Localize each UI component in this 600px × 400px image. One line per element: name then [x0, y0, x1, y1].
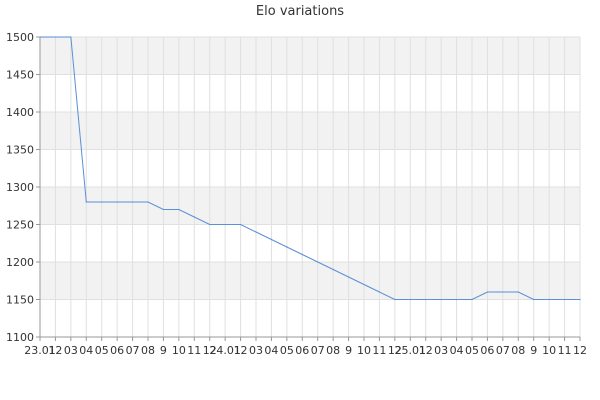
data-point [440, 298, 442, 301]
x-tick-label: 12 [48, 344, 62, 357]
x-tick-label: 05 [280, 344, 294, 357]
data-point [70, 36, 72, 38]
x-tick-label: 05 [95, 344, 109, 357]
x-tick-label: 07 [126, 344, 140, 357]
plot-band [40, 112, 580, 150]
data-point [471, 298, 473, 301]
data-point [54, 36, 57, 38]
data-point [270, 238, 273, 241]
x-tick-label: 11 [187, 344, 201, 357]
y-axis-ticks: 1100 1150 1200 1250 1300 1350 1400 1450 1500 [6, 31, 40, 344]
x-tick-label: 24.01 [209, 344, 241, 357]
plot-band [40, 187, 580, 225]
data-point [131, 201, 134, 203]
x-tick-label: 9 [345, 344, 352, 357]
data-point [486, 291, 489, 293]
data-point [224, 223, 226, 226]
x-tick-label: 12 [203, 344, 217, 357]
plot-bands [40, 37, 580, 300]
plot-band [40, 262, 580, 300]
data-point [209, 223, 211, 226]
x-tick-label: 03 [64, 344, 78, 357]
data-point [502, 291, 504, 293]
x-tick-label: 07 [496, 344, 510, 357]
data-point [255, 231, 257, 233]
x-tick-label: 03 [249, 344, 263, 357]
y-tick-label: 1300 [6, 181, 34, 194]
data-point [178, 208, 180, 211]
data-point [301, 253, 303, 256]
x-tick-label: 12 [234, 344, 248, 357]
x-tick-label: 08 [511, 344, 525, 357]
data-point [517, 291, 519, 293]
y-tick-label: 1350 [6, 144, 34, 157]
x-tick-label: 23.01 [24, 344, 56, 357]
data-point [378, 291, 381, 293]
x-tick-label: 10 [357, 344, 371, 357]
data-point [193, 216, 195, 218]
y-tick-label: 1400 [6, 106, 34, 119]
data-point [116, 201, 118, 203]
x-tick-label: 10 [542, 344, 556, 357]
data-point [394, 298, 396, 301]
x-tick-label: 9 [530, 344, 537, 357]
x-tick-label: 12 [573, 344, 587, 357]
data-point [85, 201, 87, 203]
data-point [455, 298, 458, 301]
data-point [425, 298, 427, 301]
data-point [101, 201, 103, 203]
data-point [239, 223, 242, 226]
data-point [579, 298, 581, 301]
series-layer [39, 36, 581, 301]
x-tick-label: 06 [110, 344, 124, 357]
x-tick-label: 04 [264, 344, 278, 357]
data-point [533, 298, 535, 301]
x-tick-label: 10 [172, 344, 186, 357]
data-point [162, 208, 165, 211]
y-tick-label: 1450 [6, 69, 34, 82]
x-tick-label: 03 [434, 344, 448, 357]
y-tick-label: 1150 [6, 294, 34, 307]
plot-band [40, 37, 580, 75]
x-tick-label: 25.01 [395, 344, 427, 357]
x-tick-label: 04 [79, 344, 93, 357]
x-tick-label: 06 [480, 344, 494, 357]
x-tick-label: 12 [419, 344, 433, 357]
data-point [39, 36, 41, 38]
y-tick-label: 1250 [6, 219, 34, 232]
x-tick-label: 12 [388, 344, 402, 357]
x-tick-label: 04 [450, 344, 464, 357]
x-tick-label: 08 [141, 344, 155, 357]
data-point [147, 201, 149, 203]
chart-title: Elo variations [255, 4, 345, 19]
data-point [548, 298, 550, 301]
x-tick-label: 11 [558, 344, 572, 357]
x-tick-label: 08 [326, 344, 340, 357]
data-point [563, 298, 566, 301]
series-line [40, 36, 580, 300]
x-tick-label: 11 [372, 344, 386, 357]
y-tick-label: 1100 [6, 331, 34, 344]
data-point [317, 261, 319, 263]
y-tick-label: 1200 [6, 256, 34, 269]
x-tick-label: 05 [465, 344, 479, 357]
x-tick-label: 07 [311, 344, 325, 357]
x-tick-label: 9 [160, 344, 167, 357]
x-tick-label: 06 [295, 344, 309, 357]
data-point [286, 246, 288, 248]
y-tick-label: 1500 [6, 31, 34, 44]
data-point [347, 276, 350, 278]
data-point [409, 298, 411, 301]
data-point [363, 283, 365, 286]
data-point [332, 268, 334, 271]
